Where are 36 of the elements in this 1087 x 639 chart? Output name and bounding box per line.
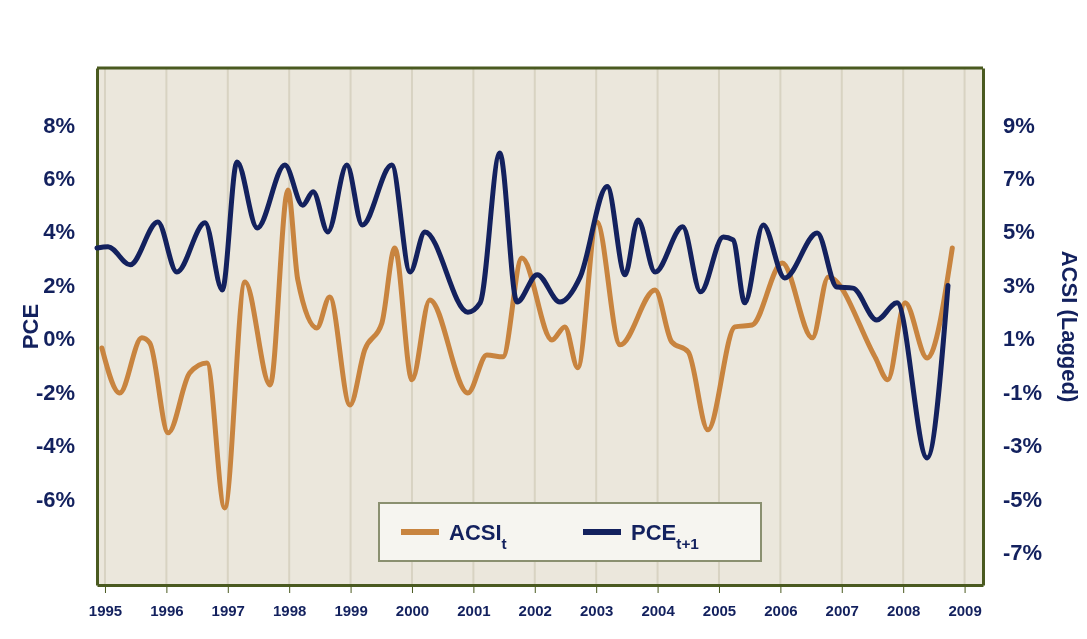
y-tick-label: -6%: [35, 486, 75, 512]
y2-tick-label: -3%: [1003, 433, 1043, 459]
x-tick-label: 2008: [886, 601, 921, 619]
y2-tick-label: -5%: [1003, 486, 1043, 512]
x-tick-label: 2006: [764, 601, 798, 619]
x-tick-label: 2007: [825, 601, 859, 619]
y2-tick-label: -7%: [1003, 540, 1043, 566]
x-tick-label: 2001: [457, 601, 491, 619]
y2-tick-label: 7%: [1003, 166, 1035, 191]
y-tick-label: 6%: [43, 166, 75, 191]
y2-tick-label: 9%: [1003, 112, 1035, 138]
y2-axis-title: ACSI (Lagged): [1057, 250, 1082, 403]
x-tick-label: 2003: [579, 601, 614, 619]
x-tick-label: 2005: [702, 601, 737, 619]
x-tick-label: 1999: [334, 601, 368, 619]
legend-label: ACSI$_{t}$: [449, 520, 507, 552]
x-tick-label: 2004: [641, 601, 676, 619]
y-tick-label: -2%: [35, 379, 75, 405]
x-tick-label: 1996: [150, 601, 184, 619]
y-tick-label: 4%: [43, 219, 75, 245]
x-tick-label: 1997: [211, 601, 245, 619]
legend-label: PCE$_{t+1}$: [631, 520, 700, 552]
y2-tick-label: 5%: [1003, 219, 1035, 245]
y-axis-title: PCE: [18, 303, 43, 350]
y2-tick-label: 3%: [1003, 272, 1035, 298]
y-tick-label: 0%: [43, 326, 75, 352]
x-tick-label: 2002: [518, 601, 552, 619]
y2-tick-label: -1%: [1003, 379, 1043, 405]
x-tick-label: 1998: [272, 601, 307, 619]
y2-tick-label: 1%: [1003, 326, 1035, 352]
x-tick-label: 2000: [395, 601, 430, 619]
y-tick-label: 2%: [43, 272, 75, 298]
x-tick-label: 2009: [948, 601, 982, 619]
x-tick-label: 1995: [88, 601, 123, 619]
y-tick-label: -4%: [35, 433, 75, 459]
y-tick-label: 8%: [43, 112, 75, 138]
